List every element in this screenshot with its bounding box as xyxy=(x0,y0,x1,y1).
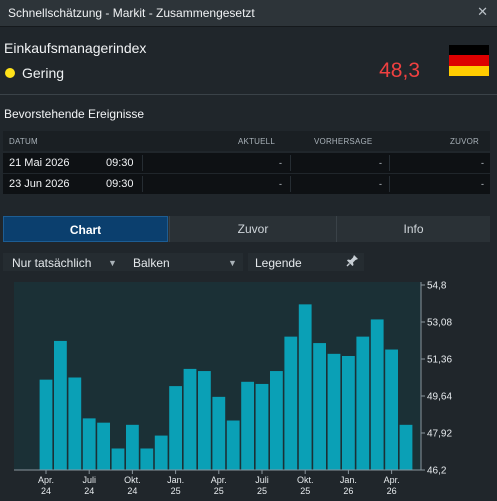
event-actual: - xyxy=(279,179,282,189)
tab-info[interactable]: Info xyxy=(403,222,424,236)
tab-previous[interactable]: Zuvor xyxy=(237,222,269,236)
y-tick-label: 51,36 xyxy=(427,355,452,366)
chart-bar[interactable] xyxy=(226,420,240,470)
indicator-value: 48,3 xyxy=(379,59,420,82)
event-previous: - xyxy=(481,179,484,189)
y-tick-label: 49,64 xyxy=(427,392,452,403)
close-icon[interactable]: ✕ xyxy=(477,4,488,19)
table-row[interactable]: 23 Jun 2026 09:30 - - - xyxy=(3,174,490,194)
events-table-header: DATUM AKTUELL VORHERSAGE ZUVOR xyxy=(3,131,490,151)
chart-type-dropdown[interactable]: Balken ▼ xyxy=(123,253,243,271)
x-tick-label: 25 xyxy=(214,486,224,496)
x-tick-label: Jan. xyxy=(167,475,184,485)
event-date: 21 Mai 2026 xyxy=(9,157,70,169)
x-tick-label: Okt. xyxy=(297,475,314,485)
filter-label: Nur tatsächlich xyxy=(12,256,92,270)
y-tick-label: 47,92 xyxy=(427,429,452,440)
tab-bar: Chart Zuvor Info xyxy=(3,216,490,242)
header-actual: AKTUELL xyxy=(238,137,275,146)
chart-bar[interactable] xyxy=(284,336,298,470)
x-tick-label: 26 xyxy=(387,486,397,496)
x-tick-label: 25 xyxy=(300,486,310,496)
chart-bar[interactable] xyxy=(154,435,168,470)
x-tick-label: Juli xyxy=(255,475,269,485)
chart-bar[interactable] xyxy=(111,448,125,470)
divider xyxy=(0,94,497,95)
x-tick-label: Juli xyxy=(82,475,96,485)
y-tick-label: 53,08 xyxy=(427,318,452,329)
chart-bar[interactable] xyxy=(385,349,398,470)
event-forecast: - xyxy=(379,158,382,168)
chart-bar[interactable] xyxy=(255,383,269,470)
chart-bar[interactable] xyxy=(327,353,341,470)
x-tick-label: 25 xyxy=(171,486,181,496)
legend-label: Legende xyxy=(255,256,302,270)
window-title: Schnellschätzung - Markit - Zusammengese… xyxy=(8,6,255,20)
header-forecast: VORHERSAGE xyxy=(314,137,373,146)
chart-bar[interactable] xyxy=(169,386,182,470)
event-date: 23 Jun 2026 xyxy=(9,178,70,190)
x-tick-label: Okt. xyxy=(124,475,141,485)
y-tick-label: 46,2 xyxy=(427,466,447,477)
event-actual: - xyxy=(279,158,282,168)
chart-bar[interactable] xyxy=(313,343,326,470)
chart-bar[interactable] xyxy=(183,368,197,470)
x-tick-label: Apr. xyxy=(384,475,400,485)
filter-dropdown[interactable]: Nur tatsächlich ▼ xyxy=(3,253,243,271)
indicator-name: Einkaufsmanagerindex xyxy=(4,40,147,56)
chart-bar[interactable] xyxy=(370,319,384,470)
tab-chart[interactable]: Chart xyxy=(3,216,168,242)
title-bar: Schnellschätzung - Markit - Zusammengese… xyxy=(0,0,497,27)
pin-icon[interactable] xyxy=(346,254,359,270)
x-tick-label: 24 xyxy=(41,486,51,496)
event-time: 09:30 xyxy=(106,157,134,169)
chart-bar[interactable] xyxy=(68,377,82,471)
chart-bar[interactable] xyxy=(241,381,254,470)
x-tick-label: 26 xyxy=(343,486,353,496)
chart-type-label: Balken xyxy=(133,256,170,270)
chart-bar[interactable] xyxy=(212,396,226,470)
importance-label: Gering xyxy=(22,65,65,81)
x-tick-label: 24 xyxy=(127,486,137,496)
chart-bar[interactable] xyxy=(198,371,211,470)
dropdown-arrow-icon: ▼ xyxy=(108,258,117,268)
y-tick-label: 54,8 xyxy=(427,281,447,292)
chart-bar[interactable] xyxy=(356,336,370,470)
header-date: DATUM xyxy=(9,137,38,146)
legend-button[interactable]: Legende xyxy=(248,253,364,271)
event-time: 09:30 xyxy=(106,178,134,190)
chart-bar[interactable] xyxy=(342,355,355,470)
chart-bar[interactable] xyxy=(39,379,53,470)
chart-bar[interactable] xyxy=(399,424,413,470)
upcoming-events-title: Bevorstehende Ereignisse xyxy=(4,107,145,121)
chart-bar[interactable] xyxy=(126,424,139,470)
dropdown-arrow-icon: ▼ xyxy=(228,258,237,268)
x-tick-label: Apr. xyxy=(211,475,227,485)
table-row[interactable]: 21 Mai 2026 09:30 - - - xyxy=(3,153,490,173)
x-tick-label: 25 xyxy=(257,486,267,496)
x-tick-label: Jan. xyxy=(340,475,357,485)
importance-dot-icon xyxy=(5,68,15,78)
germany-flag-icon xyxy=(449,45,489,76)
chart-bar[interactable] xyxy=(270,371,283,470)
x-tick-label: 24 xyxy=(84,486,94,496)
x-tick-label: Apr. xyxy=(38,475,54,485)
chart-bar[interactable] xyxy=(82,418,96,470)
event-previous: - xyxy=(481,158,484,168)
chart-bar[interactable] xyxy=(140,448,154,470)
chart-bar[interactable] xyxy=(97,422,110,470)
chart-bar[interactable] xyxy=(298,304,312,470)
chart-bar[interactable] xyxy=(54,340,67,470)
event-forecast: - xyxy=(379,179,382,189)
header-previous: ZUVOR xyxy=(450,137,479,146)
